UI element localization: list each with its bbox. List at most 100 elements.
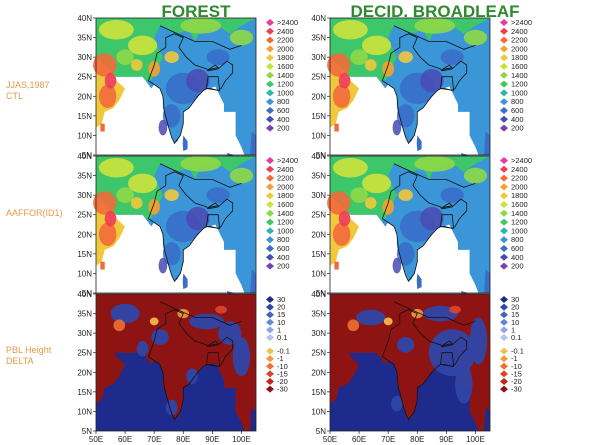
legend-label: 2000 [511, 182, 528, 191]
legend-label: 200 [511, 262, 524, 271]
legend-label: 2200 [277, 174, 294, 183]
lat-tick-label: 40N [311, 14, 326, 23]
delta-field [330, 294, 490, 431]
legend-swatch [266, 115, 274, 123]
legend-label: 200 [277, 262, 290, 271]
lat-tick-label: 30N [77, 329, 92, 338]
legend-swatch [266, 107, 274, 114]
legend-swatch [500, 311, 508, 319]
legend-label: 2000 [277, 44, 294, 53]
legend-swatch [266, 157, 274, 164]
legend-swatch [266, 262, 274, 270]
lat-tick-label: 35N [77, 310, 92, 319]
legend-label: -15 [511, 369, 522, 378]
legend-swatch [500, 71, 508, 79]
legend-swatch [266, 326, 274, 334]
legend-swatch [500, 326, 508, 334]
lat-tick-label: 35N [311, 34, 326, 43]
legend-swatch [266, 124, 274, 132]
legend-swatch [266, 36, 274, 44]
lat-tick-label: 5N [82, 289, 92, 298]
legend-swatch [500, 209, 508, 217]
legend-label: 2000 [277, 182, 294, 191]
legend-label: 0.1 [511, 333, 521, 342]
legend-swatch [266, 54, 274, 62]
legend-swatch [500, 192, 508, 200]
legend-swatch [500, 347, 508, 355]
legend-swatch [500, 45, 508, 53]
legend-swatch [500, 303, 508, 311]
legend-label: 1200 [511, 218, 528, 227]
column-title-decid-broadleaf: DECID. BROADLEAF [350, 2, 520, 21]
legend-swatch [266, 303, 274, 311]
legend-swatch [500, 27, 508, 35]
legend-swatch [266, 80, 274, 88]
legend-label: 0.1 [277, 333, 287, 342]
legend-swatch [266, 385, 274, 393]
legend-label: -10 [277, 362, 288, 371]
legend-label: 1 [511, 325, 515, 334]
lat-tick-label: 20N [311, 230, 326, 239]
map-frame [329, 293, 491, 432]
lon-tick-label: 90E [439, 435, 453, 444]
legend-swatch [500, 262, 508, 270]
map-panel-r2-c1: 40N 35N 30N 25N 20N 15N 10N 5N >2400240022002000… [77, 152, 298, 298]
legend-swatch [266, 245, 274, 252]
legend-swatch [500, 201, 508, 208]
lat-tick-label: 25N [77, 211, 92, 220]
legend-label: 400 [511, 253, 524, 262]
lat-tick-label: 15N [77, 388, 92, 397]
legend-swatch [500, 98, 508, 106]
legend-label: 600 [511, 106, 524, 115]
lon-tick-label: 80E [176, 435, 190, 444]
lat-tick-label: 30N [311, 329, 326, 338]
legend-label: -0.1 [277, 347, 290, 356]
legend-label: >2400 [511, 156, 532, 165]
map-panel-r2-c2: 40N 35N 30N 25N 20N 15N 10N 5N >2400240022002000… [311, 152, 532, 298]
legend-label: -10 [511, 362, 522, 371]
row-label-ctl-line1: JJAS,1987 [6, 80, 50, 90]
lat-tick-label: 20N [311, 92, 326, 101]
legend-label: -20 [511, 377, 522, 386]
legend-swatch [500, 378, 508, 385]
legend-swatch [500, 227, 508, 235]
lat-tick-label: 5N [82, 151, 92, 160]
legend-swatch [266, 45, 274, 53]
legend-swatch [266, 71, 274, 79]
legend-swatch [266, 19, 274, 26]
country-borders [147, 25, 242, 145]
lon-tick-label: 80E [410, 435, 424, 444]
legend-swatch [266, 362, 274, 370]
legend-swatch [500, 245, 508, 252]
legend-label: 800 [511, 235, 524, 244]
lat-tick-label: 30N [77, 191, 92, 200]
delta-field [96, 294, 256, 431]
lat-tick-label: 10N [311, 269, 326, 278]
legend-swatch [266, 98, 274, 106]
legend-label: 400 [277, 115, 290, 124]
legend-label: 1 [277, 325, 281, 334]
legend-label: -20 [277, 377, 288, 386]
legend-swatch [500, 19, 508, 26]
legend-swatch [500, 370, 508, 378]
map-frame [329, 17, 491, 156]
legend-swatch [266, 183, 274, 191]
row-label-ctl: JJAS,1987 CTL [6, 80, 50, 102]
legend-label: 400 [511, 115, 524, 124]
lat-tick-label: 25N [311, 73, 326, 82]
legend-label: 30 [511, 295, 519, 304]
lat-tick-label: 35N [77, 34, 92, 43]
legend-swatch [500, 157, 508, 164]
legend-label: 600 [277, 106, 290, 115]
lat-tick-label: 25N [311, 211, 326, 220]
legend-swatch [266, 378, 274, 385]
legend-label: 2200 [511, 36, 528, 45]
lat-tick-label: 20N [77, 92, 92, 101]
row-label-ctl-line2: CTL [6, 91, 24, 101]
legend-label: 1000 [511, 226, 528, 235]
legend-label: 2400 [277, 27, 294, 36]
legend-label: 2400 [511, 165, 528, 174]
lon-tick-label: 100E [466, 435, 485, 444]
lat-tick-label: 5N [316, 151, 326, 160]
legend-swatch [266, 370, 274, 378]
